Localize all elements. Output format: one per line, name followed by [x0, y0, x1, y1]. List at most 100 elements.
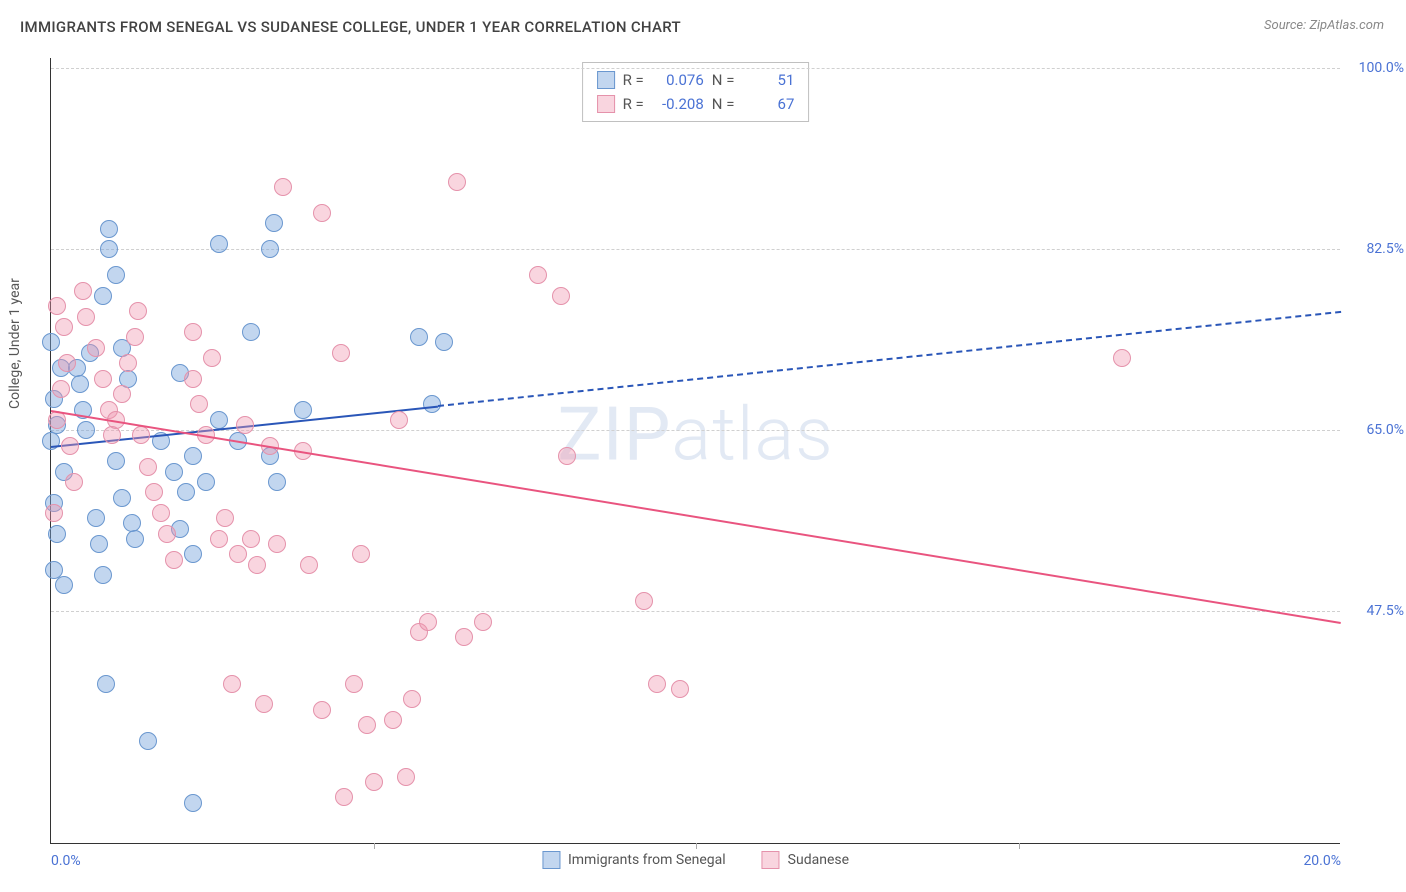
data-point-sudanese: [77, 308, 95, 326]
y-tick-label: 82.5%: [1366, 241, 1404, 257]
legend-r-label: R =: [623, 92, 644, 116]
data-point-sudanese: [216, 509, 234, 527]
data-point-sudanese: [332, 344, 350, 362]
legend-senegal-name: Immigrants from Senegal: [568, 852, 726, 868]
data-point-sudanese: [55, 318, 73, 336]
data-point-sudanese: [48, 297, 66, 315]
legend-sudanese-name: Sudanese: [788, 852, 849, 868]
regression-line-senegal: [438, 311, 1341, 407]
data-point-sudanese: [558, 447, 576, 465]
data-point-sudanese: [132, 426, 150, 444]
data-point-sudanese: [242, 530, 260, 548]
data-point-senegal: [126, 530, 144, 548]
watermark-bold: ZIP: [557, 391, 671, 478]
legend-item-sudanese: Sudanese: [762, 851, 849, 869]
data-point-sudanese: [648, 675, 666, 693]
swatch-sudanese-bottom: [762, 851, 780, 869]
data-point-senegal: [165, 463, 183, 481]
data-point-sudanese: [113, 385, 131, 403]
data-point-senegal: [184, 794, 202, 812]
data-point-sudanese: [390, 411, 408, 429]
data-point-sudanese: [158, 525, 176, 543]
data-point-senegal: [94, 566, 112, 584]
swatch-senegal: [597, 71, 615, 89]
regression-line-sudanese: [51, 410, 1341, 624]
data-point-senegal: [87, 509, 105, 527]
data-point-sudanese: [58, 354, 76, 372]
data-point-senegal: [268, 473, 286, 491]
data-point-sudanese: [61, 437, 79, 455]
legend-sudanese-n: 67: [742, 92, 794, 116]
watermark-thin: atlas: [671, 391, 833, 478]
data-point-sudanese: [335, 788, 353, 806]
grid-line: [51, 611, 1340, 612]
grid-line: [51, 249, 1340, 250]
data-point-sudanese: [552, 287, 570, 305]
swatch-senegal-bottom: [542, 851, 560, 869]
legend-n-label: N =: [712, 92, 735, 116]
data-point-sudanese: [65, 473, 83, 491]
data-point-sudanese: [190, 395, 208, 413]
legend-row-sudanese: R = -0.208 N = 67: [597, 92, 795, 116]
data-point-senegal: [71, 375, 89, 393]
source-label: Source:: [1264, 18, 1309, 33]
x-tick: [1019, 843, 1020, 849]
data-point-senegal: [435, 333, 453, 351]
y-tick-label: 65.0%: [1366, 422, 1404, 438]
data-point-senegal: [100, 240, 118, 258]
data-point-sudanese: [352, 545, 370, 563]
data-point-senegal: [265, 214, 283, 232]
y-tick-label: 100.0%: [1359, 60, 1404, 76]
data-point-senegal: [184, 447, 202, 465]
data-point-senegal: [42, 333, 60, 351]
data-point-senegal: [107, 452, 125, 470]
data-point-sudanese: [87, 339, 105, 357]
data-point-senegal: [177, 483, 195, 501]
grid-line: [51, 68, 1340, 69]
data-point-sudanese: [119, 354, 137, 372]
data-point-sudanese: [448, 173, 466, 191]
swatch-sudanese: [597, 95, 615, 113]
data-point-senegal: [139, 732, 157, 750]
data-point-senegal: [100, 220, 118, 238]
data-point-sudanese: [145, 483, 163, 501]
data-point-senegal: [210, 235, 228, 253]
data-point-senegal: [197, 473, 215, 491]
data-point-sudanese: [268, 535, 286, 553]
data-point-sudanese: [474, 613, 492, 631]
data-point-sudanese: [1113, 349, 1131, 367]
y-tick-label: 47.5%: [1366, 603, 1404, 619]
data-point-sudanese: [455, 628, 473, 646]
data-point-sudanese: [210, 530, 228, 548]
data-point-sudanese: [365, 773, 383, 791]
data-point-sudanese: [397, 768, 415, 786]
data-point-sudanese: [255, 695, 273, 713]
data-point-sudanese: [203, 349, 221, 367]
source-attribution: Source: ZipAtlas.com: [1264, 18, 1384, 33]
data-point-sudanese: [152, 504, 170, 522]
data-point-sudanese: [313, 204, 331, 222]
data-point-sudanese: [129, 302, 147, 320]
data-point-sudanese: [103, 426, 121, 444]
legend-r-label: R =: [623, 68, 644, 92]
data-point-sudanese: [74, 282, 92, 300]
data-point-sudanese: [345, 675, 363, 693]
data-point-senegal: [113, 489, 131, 507]
data-point-sudanese: [45, 504, 63, 522]
data-point-senegal: [261, 240, 279, 258]
data-point-sudanese: [419, 613, 437, 631]
data-point-senegal: [94, 287, 112, 305]
data-point-sudanese: [94, 370, 112, 388]
data-point-sudanese: [300, 556, 318, 574]
data-point-senegal: [294, 401, 312, 419]
chart-title: IMMIGRANTS FROM SENEGAL VS SUDANESE COLL…: [20, 18, 681, 36]
data-point-sudanese: [274, 178, 292, 196]
series-legend: Immigrants from Senegal Sudanese: [542, 851, 849, 869]
y-axis-title: College, Under 1 year: [7, 278, 23, 409]
data-point-sudanese: [184, 323, 202, 341]
data-point-sudanese: [139, 458, 157, 476]
legend-sudanese-r: -0.208: [652, 92, 704, 116]
chart-plot-area: College, Under 1 year R = 0.076 N = 51 R…: [50, 58, 1340, 844]
data-point-sudanese: [229, 545, 247, 563]
data-point-sudanese: [236, 416, 254, 434]
